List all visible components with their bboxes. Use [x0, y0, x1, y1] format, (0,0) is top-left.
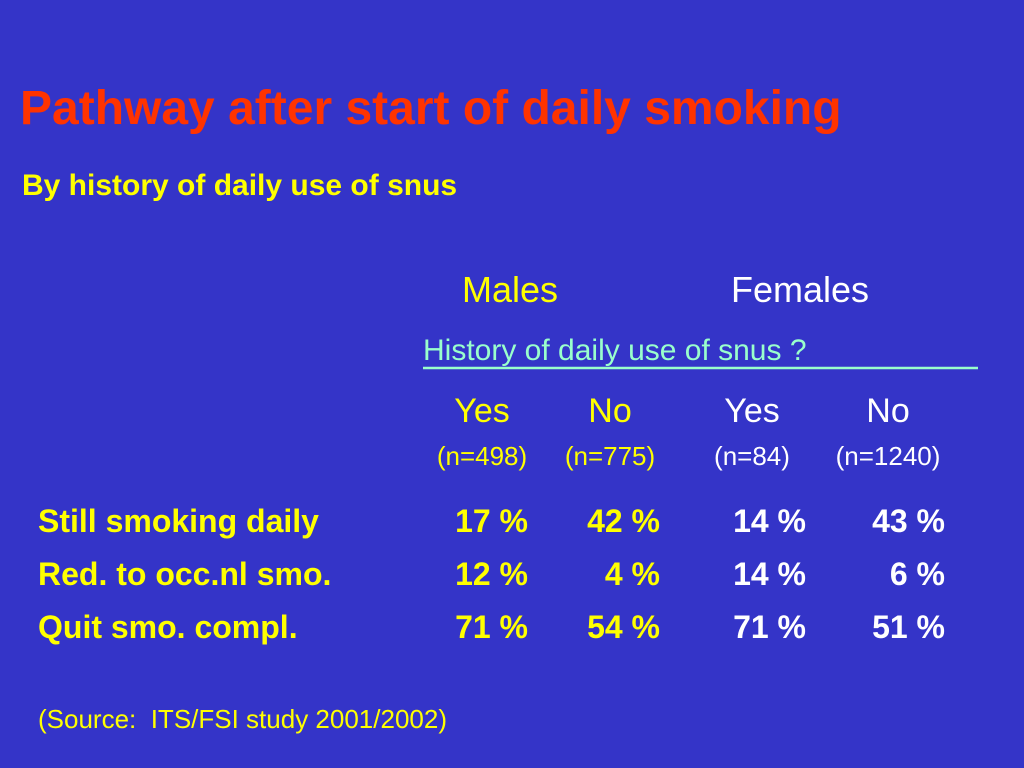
- group-header: Females: [731, 269, 869, 310]
- cell: 42 %: [587, 503, 660, 539]
- column-header: Yes: [724, 392, 779, 430]
- source: (Source: ITS/FSI study 2001/2002): [38, 704, 447, 734]
- column-n: (n=775): [565, 441, 655, 471]
- column-n: (n=84): [714, 441, 790, 471]
- question: History of daily use of snus ?: [423, 334, 807, 367]
- column-header: Yes: [454, 392, 509, 430]
- row-label: Still smoking daily: [38, 503, 319, 539]
- cell: 12 %: [455, 556, 528, 592]
- subtitle: By history of daily use of snus: [22, 169, 457, 202]
- column-n: (n=498): [437, 441, 527, 471]
- cell: 14 %: [733, 556, 806, 592]
- cell: 14 %: [733, 503, 806, 539]
- cell: 4 %: [605, 556, 660, 592]
- cell: 71 %: [455, 609, 528, 645]
- row-label: Red. to occ.nl smo.: [38, 556, 331, 592]
- cell: 6 %: [890, 556, 945, 592]
- column-n: (n=1240): [836, 441, 941, 471]
- column-header: No: [588, 392, 631, 430]
- cell: 17 %: [455, 503, 528, 539]
- cell: 71 %: [733, 609, 806, 645]
- column-header: No: [866, 392, 909, 430]
- title: Pathway after start of daily smoking: [20, 82, 842, 135]
- cell: 51 %: [872, 609, 945, 645]
- row-label: Quit smo. compl.: [38, 609, 298, 645]
- cell: 54 %: [587, 609, 660, 645]
- group-header: Males: [462, 269, 558, 310]
- cell: 43 %: [872, 503, 945, 539]
